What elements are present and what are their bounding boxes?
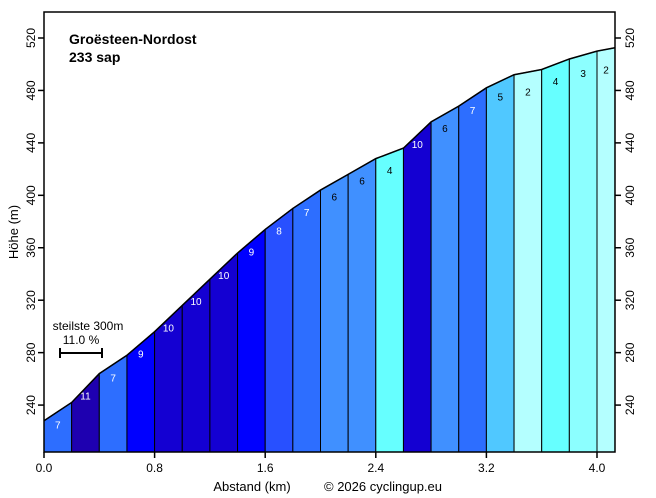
x-axis-label: Abstand (km): [213, 479, 290, 494]
y-tick-label-left: 240: [24, 395, 38, 415]
segment-gradient-label: 2: [525, 87, 531, 98]
segment-gradient-label: 11: [80, 392, 91, 403]
y-tick-label-left: 440: [24, 133, 38, 153]
x-axis-ticks: 0.0 0.8 1.6 2.4 3.2 4.0: [36, 452, 606, 475]
x-tick-label: 3.2: [478, 461, 495, 475]
segment-gradient-label: 7: [110, 373, 116, 384]
segment-gradient-label: 4: [553, 77, 559, 88]
y-tick-label-right: 360: [623, 237, 637, 257]
steepest-label: steilste 300m: [53, 319, 124, 333]
chart-subtitle: 233 sap: [69, 49, 120, 65]
segment-gradient-label: 2: [603, 66, 609, 77]
segment-gradient-label: 10: [163, 323, 175, 334]
segment-bar: [375, 147, 404, 453]
segment-gradient-label: 10: [218, 271, 230, 282]
segment-gradient-label: 10: [191, 297, 203, 308]
segment-gradient-label: 7: [304, 208, 310, 219]
segment-bar: [209, 251, 239, 453]
segment-bar: [98, 354, 128, 453]
x-tick-label: 0.0: [36, 461, 53, 475]
segment-bar: [292, 189, 321, 453]
segment-gradient-label: 5: [497, 93, 503, 104]
segment-bar: [430, 105, 460, 453]
x-tick-label: 0.8: [146, 461, 163, 475]
segment-bar: [596, 47, 616, 453]
segment-bar: [71, 372, 100, 453]
segment-gradient-label: 3: [580, 69, 586, 80]
plot-frame: [43, 11, 616, 453]
segment-gradient-label: 9: [249, 247, 255, 258]
segment-gradient-label: 9: [138, 350, 144, 361]
segment-gradient-label: 10: [412, 140, 424, 151]
segment-bar: [347, 157, 377, 453]
segment-bar: [485, 73, 515, 453]
profile-segments: 7 11 7 9 10 10 10 9 8 7 6 6 4 10 6 7 5 2 4 3 2: [43, 47, 616, 453]
segment-gradient-label: 6: [332, 192, 338, 203]
y-tick-label-right: 480: [623, 80, 637, 100]
chart-title: Groësteen-Nordost: [69, 31, 197, 47]
y-tick-label-right: 280: [623, 342, 637, 362]
segment-bar: [458, 86, 487, 453]
y-tick-label-right: 440: [623, 133, 637, 153]
segment-bar: [568, 50, 598, 453]
y-tick-label-right: 400: [623, 185, 637, 205]
x-tick-label: 1.6: [257, 461, 274, 475]
y-tick-label-left: 520: [24, 28, 38, 48]
profile-outline: [43, 46, 616, 422]
y-tick-label-left: 480: [24, 80, 38, 100]
segment-gradient-label: 7: [55, 420, 61, 431]
segment-gradient-label: 6: [359, 177, 365, 188]
y-tick-label-right: 520: [623, 28, 637, 48]
x-tick-label: 4.0: [589, 461, 606, 475]
segment-gradient-label: 6: [442, 124, 448, 135]
steepest-value: 11.0 %: [63, 333, 100, 347]
segment-bar: [513, 68, 543, 453]
segment-bar: [402, 120, 432, 453]
y-tick-label-left: 280: [24, 342, 38, 362]
y-tick-label-left: 360: [24, 237, 38, 257]
x-tick-label: 2.4: [367, 461, 384, 475]
segment-bar: [320, 173, 349, 453]
y-axis-ticks: 240 240 280 280 320 320 360 360 400 400 440 440 480 4…: [24, 28, 637, 415]
y-axis-label: Höhe (m): [6, 205, 21, 259]
y-tick-label-right: 240: [623, 395, 637, 415]
segment-bar: [541, 58, 570, 453]
y-tick-label-left: 320: [24, 290, 38, 310]
segment-bar: [237, 228, 266, 453]
segment-gradient-label: 4: [387, 166, 393, 177]
y-tick-label-left: 400: [24, 185, 38, 205]
segment-gradient-label: 7: [470, 106, 476, 117]
y-tick-label-right: 320: [623, 290, 637, 310]
segment-gradient-label: 8: [276, 226, 282, 237]
steepest-scale-bar: [59, 348, 103, 358]
copyright: © 2026 cyclingup.eu: [324, 479, 442, 494]
segment-bar: [264, 207, 294, 453]
